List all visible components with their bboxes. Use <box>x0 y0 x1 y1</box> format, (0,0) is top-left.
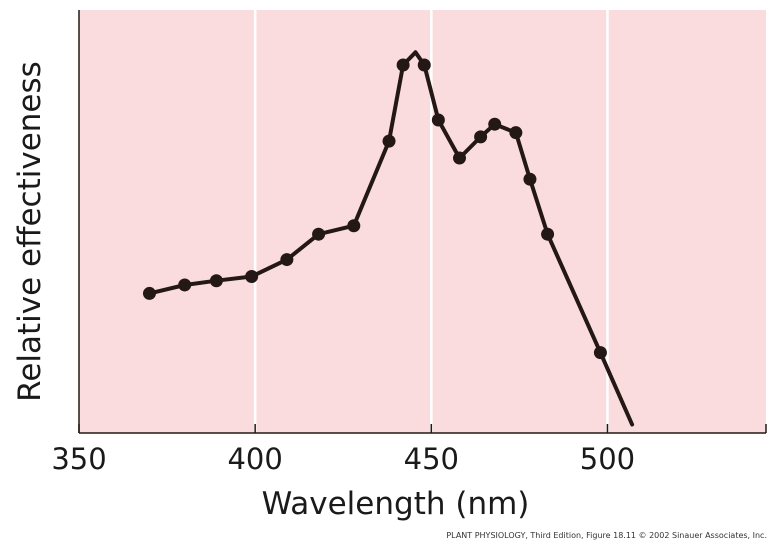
x-ticks: 350 400 450 500 <box>51 424 767 476</box>
data-point <box>431 113 445 127</box>
x-axis-label: Wavelength (nm) <box>262 486 530 522</box>
plot-area <box>79 10 766 433</box>
data-point <box>509 126 523 140</box>
data-point <box>541 227 555 241</box>
grid-lines <box>253 10 609 433</box>
data-point <box>347 219 361 233</box>
data-point <box>396 58 410 72</box>
data-point <box>452 151 466 165</box>
data-point <box>417 58 431 72</box>
data-point <box>382 134 396 148</box>
x-tick-label: 450 <box>404 442 459 476</box>
data-point <box>474 130 488 144</box>
data-point <box>312 227 326 241</box>
figure-credit: PLANT PHYSIOLOGY, Third Edition, Figure … <box>446 531 767 540</box>
x-tick-label: 500 <box>580 442 635 476</box>
data-point <box>245 269 259 283</box>
data-markers <box>142 58 607 360</box>
data-point <box>209 274 223 288</box>
y-axis-label: Relative effectiveness <box>12 61 48 402</box>
data-point <box>142 286 156 300</box>
x-tick-label: 400 <box>227 442 282 476</box>
data-point <box>280 253 294 267</box>
data-point <box>178 278 192 292</box>
data-point <box>523 172 537 186</box>
data-point <box>488 117 502 131</box>
x-tick-label: 350 <box>51 442 106 476</box>
data-point <box>593 346 607 360</box>
